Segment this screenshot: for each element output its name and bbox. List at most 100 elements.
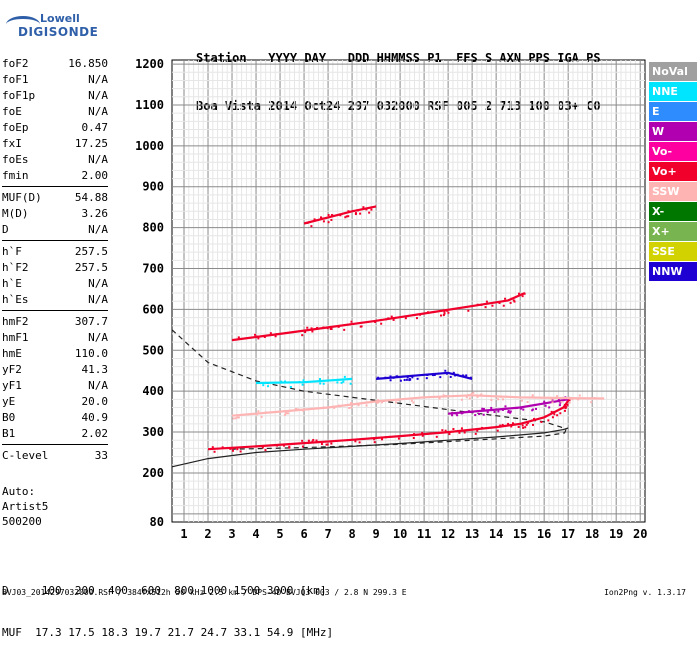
param-name: foE (2, 105, 22, 118)
param-name: foF2 (2, 57, 29, 70)
echo-point (484, 306, 487, 309)
param-name: MUF(D) (2, 191, 42, 204)
echo-point (509, 301, 512, 304)
echo-point (304, 331, 307, 334)
echo-point (376, 399, 379, 402)
echo-point (357, 404, 360, 407)
echo-point (525, 423, 528, 426)
echo-point (442, 314, 445, 317)
legend-item: NNE (649, 82, 697, 101)
param-row: C-level 33 (2, 448, 108, 464)
echo-point (507, 409, 510, 412)
echo-point (350, 406, 353, 409)
echo-point (264, 449, 267, 452)
parameter-table: foF2 16.850 foF1 N/A foF1p N/A foE N/A foEp 0.47 f… (2, 56, 108, 464)
x-tick-label: 13 (465, 527, 479, 541)
echo-point (521, 295, 524, 298)
echo-point (517, 425, 520, 428)
echo-point (509, 411, 512, 414)
param-value: 2.02 (81, 427, 109, 440)
echo-point (419, 313, 422, 316)
echo-point (336, 381, 339, 384)
echo-point (315, 439, 318, 442)
echo-point (392, 376, 395, 379)
x-tick-label: 20 (633, 527, 647, 541)
echo-point (319, 216, 322, 219)
echo-point (412, 401, 415, 404)
echo-point (551, 401, 554, 404)
echo-point (512, 299, 515, 302)
echo-point (463, 431, 466, 434)
echo-point (312, 438, 315, 441)
echo-point (526, 422, 529, 425)
param-value: 40.9 (81, 411, 109, 424)
footer-info: BVJ03_2014297032000.RSF / 384fx512h 50 k… (2, 588, 407, 597)
echo-point (301, 334, 304, 337)
echo-point (499, 424, 502, 427)
echo-point (557, 398, 560, 401)
param-row: foEp 0.47 (2, 120, 108, 136)
param-name: B0 (2, 411, 16, 424)
echo-point (236, 416, 239, 419)
echo-point (568, 401, 571, 404)
echo-point (307, 439, 310, 442)
echo-point (384, 318, 387, 321)
echo-point (425, 373, 428, 376)
echo-point (211, 446, 214, 449)
echo-point (454, 412, 457, 415)
echo-point (343, 328, 346, 331)
param-name: C-level (2, 449, 49, 462)
echo-point (229, 447, 232, 450)
param-value: N/A (88, 73, 108, 86)
echo-point (513, 300, 516, 303)
legend-item: X- (649, 202, 697, 221)
legend: NoVal NNE E W Vo- Vo+ SSW X- X+ SSE NNW (649, 62, 697, 282)
param-name: hmE (2, 347, 22, 360)
y-tick-label: 300 (142, 425, 164, 439)
echo-point (213, 450, 216, 453)
param-value: N/A (88, 105, 108, 118)
echo-point (471, 410, 474, 413)
echo-point (443, 312, 446, 315)
param-value: 257.5 (74, 245, 108, 258)
echo-point (510, 425, 513, 428)
x-tick-label: 17 (561, 527, 575, 541)
echo-point (439, 376, 442, 379)
echo-point (481, 407, 484, 410)
echo-point (518, 292, 521, 295)
echo-point (533, 417, 536, 420)
echo-point (556, 414, 559, 417)
echo-point (555, 395, 558, 398)
param-value: 41.3 (81, 363, 109, 376)
echo-point (311, 330, 314, 333)
y-tick-label: 500 (142, 343, 164, 357)
echo-point (373, 441, 376, 444)
echo-point (396, 375, 399, 378)
echo-point (349, 382, 352, 385)
echo-point (482, 408, 485, 411)
y-tick-label: 1000 (135, 139, 164, 153)
echo-point (254, 333, 257, 336)
param-row: h`F2 257.5 (2, 260, 108, 276)
param-row: MUF(D) 54.88 (2, 190, 108, 206)
echo-point (358, 441, 361, 444)
x-tick-label: 16 (537, 527, 551, 541)
echo-point (397, 399, 400, 402)
echo-point (330, 442, 333, 445)
echo-point (350, 320, 353, 323)
echo-point (388, 435, 391, 438)
echo-point (532, 423, 535, 426)
echo-point (444, 369, 447, 372)
echo-point (255, 413, 258, 416)
echo-point (553, 413, 556, 416)
echo-point (311, 440, 314, 443)
echo-point (442, 394, 445, 397)
echo-point (399, 379, 402, 382)
echo-point (523, 292, 526, 295)
echo-point (504, 297, 507, 300)
echo-point (231, 449, 234, 452)
echo-point (480, 393, 483, 396)
y-tick-label: 900 (142, 180, 164, 194)
echo-point (502, 304, 505, 307)
echo-point (590, 401, 593, 404)
